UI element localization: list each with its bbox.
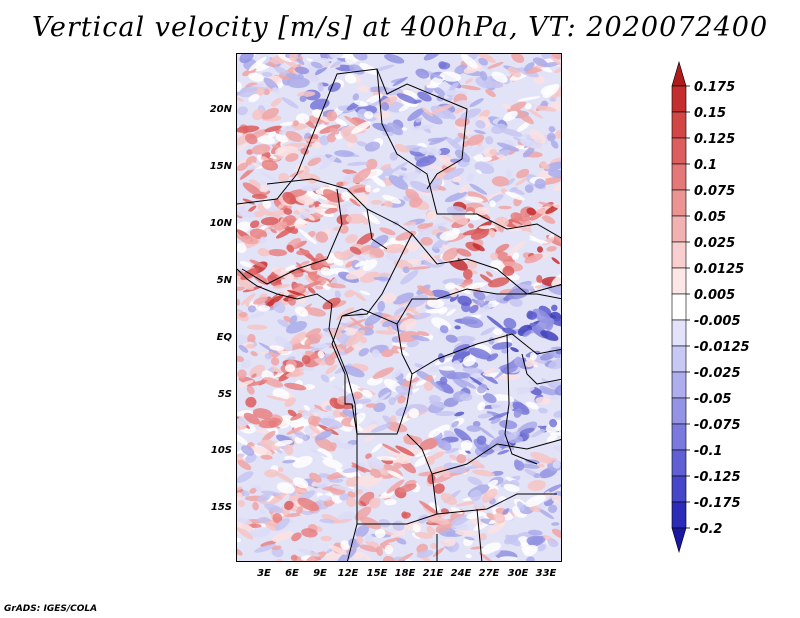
lon-tick-3e: 3E xyxy=(257,568,271,579)
colorbar-label: 0.1 xyxy=(694,158,718,173)
colorbar-swatch xyxy=(671,293,687,321)
lat-tick-20n: 20N xyxy=(209,104,232,115)
lat-tick-5s: 5S xyxy=(217,389,232,400)
country-border xyxy=(376,68,561,239)
colorbar-swatch xyxy=(671,501,687,529)
colorbar-label: 0.005 xyxy=(694,288,736,303)
lon-tick-24e: 24E xyxy=(450,568,472,579)
lon-tick-9e: 9E xyxy=(313,568,327,579)
chart-title: Vertical velocity [m/s] at 400hPa, VT: 2… xyxy=(31,12,769,43)
country-border xyxy=(411,233,561,295)
colorbar-label: -0.175 xyxy=(694,496,741,511)
lat-tick-5n: 5N xyxy=(216,275,232,286)
colorbar-swatch xyxy=(671,267,687,295)
colorbar-label: -0.2 xyxy=(694,522,723,537)
colorbar-swatch xyxy=(671,189,687,217)
colorbar-label: 0.175 xyxy=(694,80,736,95)
lat-tick-10s: 10S xyxy=(210,445,232,456)
colorbar-label: -0.075 xyxy=(694,418,741,433)
colorbar-label: 0.125 xyxy=(694,132,736,147)
lon-tick-21e: 21E xyxy=(422,568,444,579)
country-border xyxy=(504,333,538,465)
colorbar-label: 0.025 xyxy=(694,236,736,251)
colorbar-label: -0.05 xyxy=(694,392,732,407)
colorbar-label: -0.0125 xyxy=(694,340,750,355)
lat-tick-15s: 15S xyxy=(210,502,232,513)
country-border xyxy=(241,188,343,285)
country-border xyxy=(266,178,388,250)
map-panel xyxy=(236,53,562,562)
colorbar-swatch xyxy=(671,397,687,425)
colorbar-label: -0.025 xyxy=(694,366,741,381)
colorbar-swatch xyxy=(671,163,687,191)
country-border xyxy=(436,493,557,515)
colorbar-label: 0.075 xyxy=(694,184,736,199)
lon-tick-27e: 27E xyxy=(478,568,500,579)
country-border xyxy=(411,333,561,375)
lat-tick-eq: EQ xyxy=(216,332,232,343)
velocity-texture xyxy=(237,54,561,561)
colorbar-swatch xyxy=(671,345,687,373)
lon-tick-33e: 33E xyxy=(535,568,557,579)
country-border xyxy=(341,288,561,325)
colorbar-swatch xyxy=(671,449,687,477)
credit-text: GrADS: IGES/COLA xyxy=(4,604,98,614)
colorbar-swatch xyxy=(671,319,687,347)
colorbar-swatch xyxy=(671,371,687,399)
colorbar-swatch xyxy=(671,111,687,139)
lat-tick-15n: 15N xyxy=(209,161,232,172)
country-border xyxy=(357,323,413,435)
colorbar-label: -0.1 xyxy=(694,444,723,459)
colorbar-label: 0.15 xyxy=(694,106,727,121)
lon-tick-15e: 15E xyxy=(366,568,388,579)
colorbar-label: -0.125 xyxy=(694,470,741,485)
colorbar-swatch xyxy=(671,423,687,451)
colorbar-label: -0.005 xyxy=(694,314,741,329)
colorbar-swatch xyxy=(671,60,687,87)
country-border xyxy=(431,439,561,475)
country-border xyxy=(328,303,358,435)
colorbar-swatch xyxy=(671,475,687,503)
colorbar-swatch xyxy=(671,85,687,113)
colorbar-swatch xyxy=(671,527,687,554)
lat-tick-10n: 10N xyxy=(209,218,232,229)
colorbar-label: 0.0125 xyxy=(694,262,745,277)
colorbar-swatch xyxy=(671,241,687,269)
country-border xyxy=(357,433,438,525)
lon-tick-18e: 18E xyxy=(394,568,416,579)
country-border xyxy=(476,508,483,561)
lon-tick-6e: 6E xyxy=(285,568,299,579)
colorbar-swatch xyxy=(671,215,687,243)
colorbar-label: 0.05 xyxy=(694,210,727,225)
lon-tick-12e: 12E xyxy=(337,568,359,579)
country-border xyxy=(237,268,333,305)
colorbar-swatch xyxy=(671,137,687,165)
country-border xyxy=(341,208,413,317)
colorbar xyxy=(671,60,690,554)
country-border xyxy=(237,68,468,205)
lon-tick-30e: 30E xyxy=(507,568,529,579)
country-border xyxy=(521,353,561,385)
velocity-field-map xyxy=(237,54,561,561)
